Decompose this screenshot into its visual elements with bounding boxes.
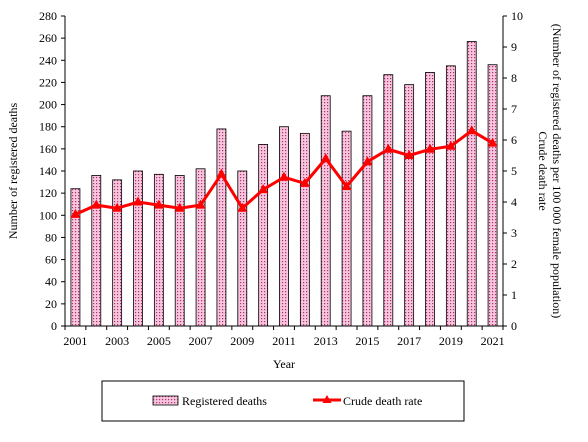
x-tick-label: 2013 [314,334,338,348]
right-axis-label: Crude death rate [536,131,550,210]
crude-death-rate-point [466,125,477,135]
crude-death-rate-point [445,140,456,150]
crude-death-rate-point [487,137,498,147]
right-tick-label: 2 [511,257,517,271]
bar [216,128,227,327]
right-tick-label: 4 [511,195,517,209]
right-tick-label: 0 [511,319,517,333]
crude-death-rate-point [153,199,164,209]
bar [195,168,206,327]
left-axis-label: Number of registered deaths [6,103,20,240]
bar [362,95,373,327]
x-ticks-group: 2001 2003 2005 2007 2009 2011 2013 2015 2017 2019… [63,326,505,348]
crude-death-rate-point [341,181,352,190]
crude-death-rate-point [195,199,206,209]
right-tick-label: 5 [511,164,517,178]
x-tick-label: 2003 [105,334,129,348]
crude-death-rate-point [91,199,102,209]
right-tick-label: 7 [511,102,517,116]
legend-marker-triangle [322,395,332,403]
left-tick-label: 240 [39,53,57,67]
left-tick-label: 180 [39,120,57,134]
x-tick-label: 2015 [355,334,379,348]
crude-death-rate-point [383,143,394,153]
x-tick-label: 2005 [147,334,171,348]
right-tick-label: 6 [511,133,517,147]
bar [153,173,164,327]
right-tick-label: 10 [511,9,523,23]
right-tick-label: 9 [511,40,517,54]
legend-swatch-registered-deaths [152,395,179,406]
bar [383,74,394,327]
bar [299,132,310,327]
crude-death-rate-point [216,168,227,178]
bar [320,95,331,327]
left-ticks-group: 0 20 40 60 80 100 120 140 160 180 200 220 240 260 280 [39,9,65,333]
bar [112,179,123,327]
bar [466,41,477,327]
x-tick-label: 2019 [439,334,463,348]
left-tick-label: 40 [45,275,57,289]
right-ticks-group: 0 1 2 3 4 5 6 7 8 9 10 [503,9,523,333]
crude-death-rate-point [112,202,123,212]
crude-death-rate-point [70,208,81,218]
bar [258,144,269,327]
bar [133,170,143,327]
bar [425,72,435,327]
crude-death-rate-point [362,156,373,166]
crude-death-rate-point [258,184,269,194]
crude-death-rate-point [237,202,248,212]
bars-group [70,41,498,327]
left-tick-label: 60 [45,253,57,267]
legend: Registered deaths Crude death rate [101,380,465,422]
x-tick-label: 2021 [481,334,505,348]
x-axis-label: Year [273,357,295,371]
left-tick-label: 200 [39,98,57,112]
bar [237,170,248,327]
x-tick-label: 2009 [230,334,254,348]
legend-label-registered-deaths: Registered deaths [182,394,267,408]
left-tick-label: 220 [39,75,57,89]
left-tick-label: 0 [51,319,57,333]
right-axis-sublabel: (Number of registered deaths per 100 000… [550,24,564,319]
crude-death-rate-point [174,202,185,212]
crude-death-rate-point [299,177,310,187]
right-tick-label: 3 [511,226,517,240]
bar [445,65,456,327]
crude-death-rate-point [133,196,143,206]
bar [404,84,415,327]
crude-death-rate-point [279,171,289,181]
left-tick-label: 160 [39,142,57,156]
bar [341,130,352,327]
bar [279,126,289,327]
crude-death-rate-point [320,153,331,163]
x-tick-label: 2001 [63,334,87,348]
left-tick-label: 20 [45,297,57,311]
x-tick-label: 2017 [397,334,421,348]
legend-label-crude-death-rate: Crude death rate [343,394,422,408]
crude-death-rate-point [404,150,415,159]
x-tick-label: 2007 [189,334,213,348]
bar [91,175,102,327]
right-tick-label: 1 [511,288,517,302]
left-tick-label: 140 [39,164,57,178]
x-tick-label: 2011 [272,334,296,348]
right-tick-label: 8 [511,71,517,85]
crude-death-rate-point [425,143,435,153]
line-series-group [70,125,498,218]
left-tick-label: 260 [39,31,57,45]
bar [174,175,185,327]
left-tick-label: 120 [39,186,57,200]
left-tick-label: 100 [39,208,57,222]
left-tick-label: 80 [45,230,57,244]
bar [487,64,498,327]
left-tick-label: 280 [39,9,57,23]
